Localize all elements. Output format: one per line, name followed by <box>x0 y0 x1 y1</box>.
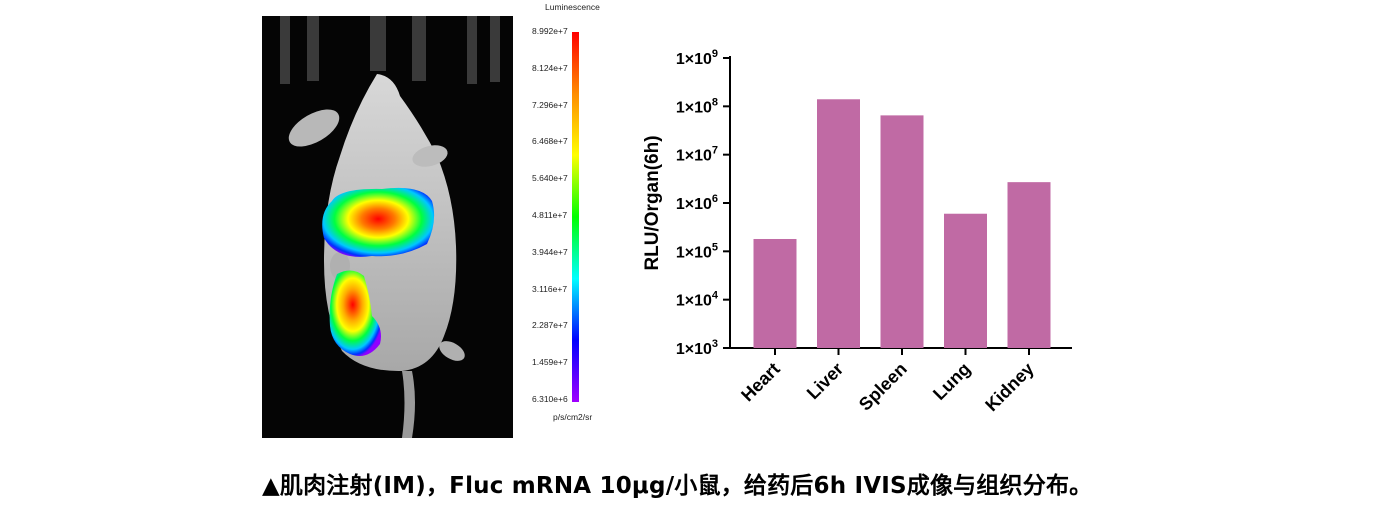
x-tick-label: Spleen <box>855 359 911 415</box>
y-axis-label: RLU/Organ(6h) <box>642 135 663 270</box>
x-tick-label: Heart <box>737 359 784 406</box>
colorbar-tick-label: 5.640e+7 <box>532 173 568 184</box>
colorbar-tick-label: 1.459e+7 <box>532 357 568 368</box>
figure-caption: ▲肌肉注射(IM)，Fluc mRNA 10μg/小鼠，给药后6h IVIS成像… <box>262 473 1093 499</box>
y-tick-label: 1×105 <box>676 241 718 261</box>
y-tick-label: 1×109 <box>676 48 718 68</box>
y-tick-label: 1×106 <box>676 193 718 213</box>
colorbar-tick-label: 3.116e+7 <box>532 283 568 294</box>
x-tick-label: Kidney <box>981 359 1038 416</box>
restraint-bars <box>280 16 500 84</box>
colorbar-tick-label: 8.124e+7 <box>532 62 568 73</box>
colorbar-tick-label: 4.811e+7 <box>532 210 568 220</box>
colorbar-tick-label: 2.287e+7 <box>532 320 568 331</box>
y-tick-label: 1×107 <box>676 145 718 165</box>
bar-lung <box>944 213 987 348</box>
colorbar-gradient <box>572 32 579 402</box>
y-tick-label: 1×104 <box>676 290 719 310</box>
colorbar-title: Luminescence <box>545 2 600 12</box>
bar-liver <box>817 99 860 348</box>
ivis-mouse-image <box>262 16 513 438</box>
bar-heart <box>753 238 797 348</box>
y-tick-label: 1×103 <box>676 338 718 358</box>
chart-svg: 1×103 1×104 1×105 1×106 1×107 1×108 1×109 Heart… <box>642 48 1072 416</box>
colorbar-tick-label: 7.296e+7 <box>532 99 568 110</box>
mouse-illustration <box>280 16 500 438</box>
colorbar-tick-label: 8.992e+7 <box>532 26 568 36</box>
x-tick-label: Liver <box>803 359 848 404</box>
bar-kidney <box>1007 182 1051 348</box>
organ-distribution-chart: 1×103 1×104 1×105 1×106 1×107 1×108 1×109 Heart… <box>630 30 1090 450</box>
colorbar-tick-label: 6.468e+7 <box>532 136 568 147</box>
y-tick-label: 1×108 <box>676 96 718 116</box>
luminescence-signal-upper <box>322 187 435 257</box>
luminescence-signal-lower <box>329 270 381 357</box>
luminescence-colorbar: Luminescence 8.992e+7 8.124e+7 7.296e+7 6.4… <box>520 0 630 430</box>
bar-spleen <box>880 115 924 348</box>
colorbar-unit: p/s/cm2/sr <box>553 412 593 422</box>
colorbar-tick-label: 6.310e+6 <box>532 394 568 404</box>
x-tick-label: Lung <box>929 359 974 404</box>
colorbar-tick-label: 3.944e+7 <box>532 246 568 257</box>
